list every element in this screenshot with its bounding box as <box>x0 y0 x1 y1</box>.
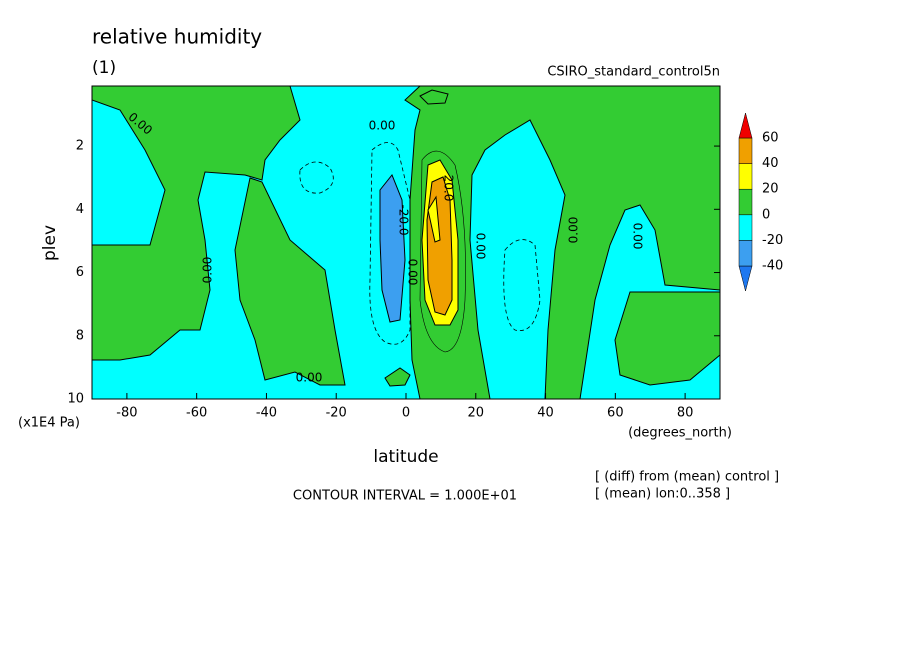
x-tick-label: 60 <box>607 406 624 421</box>
colorbar-box <box>738 137 753 164</box>
x-tick-label: 40 <box>537 406 554 421</box>
region <box>614 291 720 386</box>
contour-interval: CONTOUR INTERVAL = 1.000E+01 <box>293 489 517 504</box>
x-axis-label: latitude <box>373 447 438 467</box>
colorbar-label: -20 <box>762 233 783 248</box>
contour-label: 0.00 <box>567 217 581 244</box>
colorbar-box <box>738 188 753 216</box>
y-tick-label: 2 <box>76 139 84 154</box>
x-tick-label: 0 <box>402 406 410 421</box>
colorbar-arrow <box>738 112 753 139</box>
y-unit: (x1E4 Pa) <box>18 416 80 431</box>
region <box>427 195 441 243</box>
colorbar-box <box>738 214 753 241</box>
contour-label: 0.00 <box>296 371 323 385</box>
chart-title: relative humidity <box>92 25 262 49</box>
x-tick-label: -80 <box>116 406 137 421</box>
colorbar-arrow <box>738 265 753 292</box>
x-tick-label: 80 <box>677 406 694 421</box>
contour-label: 20.0 <box>442 175 456 202</box>
note: [ (diff) from (mean) control ] <box>595 470 779 485</box>
note: [ (mean) lon:0..358 ] <box>595 487 730 502</box>
region <box>379 174 406 323</box>
region <box>404 86 720 399</box>
region <box>419 89 449 105</box>
colorbar-label: 0 <box>762 207 770 222</box>
y-axis-label: plev <box>40 225 60 261</box>
colorbar-label: 20 <box>762 182 779 197</box>
colorbar-label: -40 <box>762 259 783 274</box>
contour-line <box>299 161 334 194</box>
y-tick-label: 8 <box>76 328 84 343</box>
contour-label: 0.00 <box>369 119 396 133</box>
y-tick-label: 6 <box>76 265 84 280</box>
colorbar-box <box>738 163 753 190</box>
y-tick-label: 10 <box>67 392 84 407</box>
chart-subtitle: (1) <box>92 58 116 78</box>
contour-label: 0.00 <box>201 257 215 284</box>
contour-line <box>419 150 466 353</box>
region <box>92 86 301 361</box>
region <box>384 367 411 387</box>
model-name: CSIRO_standard_control5n <box>547 65 720 80</box>
x-unit: (degrees_north) <box>628 426 732 441</box>
x-tick-label: 20 <box>468 406 485 421</box>
contour-label: 0.00 <box>406 259 420 286</box>
colorbar-label: 40 <box>762 156 779 171</box>
x-tick-label: -60 <box>186 406 207 421</box>
colorbar-label: 60 <box>762 131 779 146</box>
y-tick-label: 4 <box>76 202 84 217</box>
contour-label: -20.0 <box>397 204 411 235</box>
region <box>234 177 346 386</box>
contour-label: 0.00 <box>631 223 645 250</box>
x-tick-label: -20 <box>326 406 347 421</box>
colorbar-box <box>738 240 753 267</box>
x-tick-label: -40 <box>256 406 277 421</box>
contour-label: 0.00 <box>474 233 488 260</box>
contour-line <box>369 142 411 345</box>
